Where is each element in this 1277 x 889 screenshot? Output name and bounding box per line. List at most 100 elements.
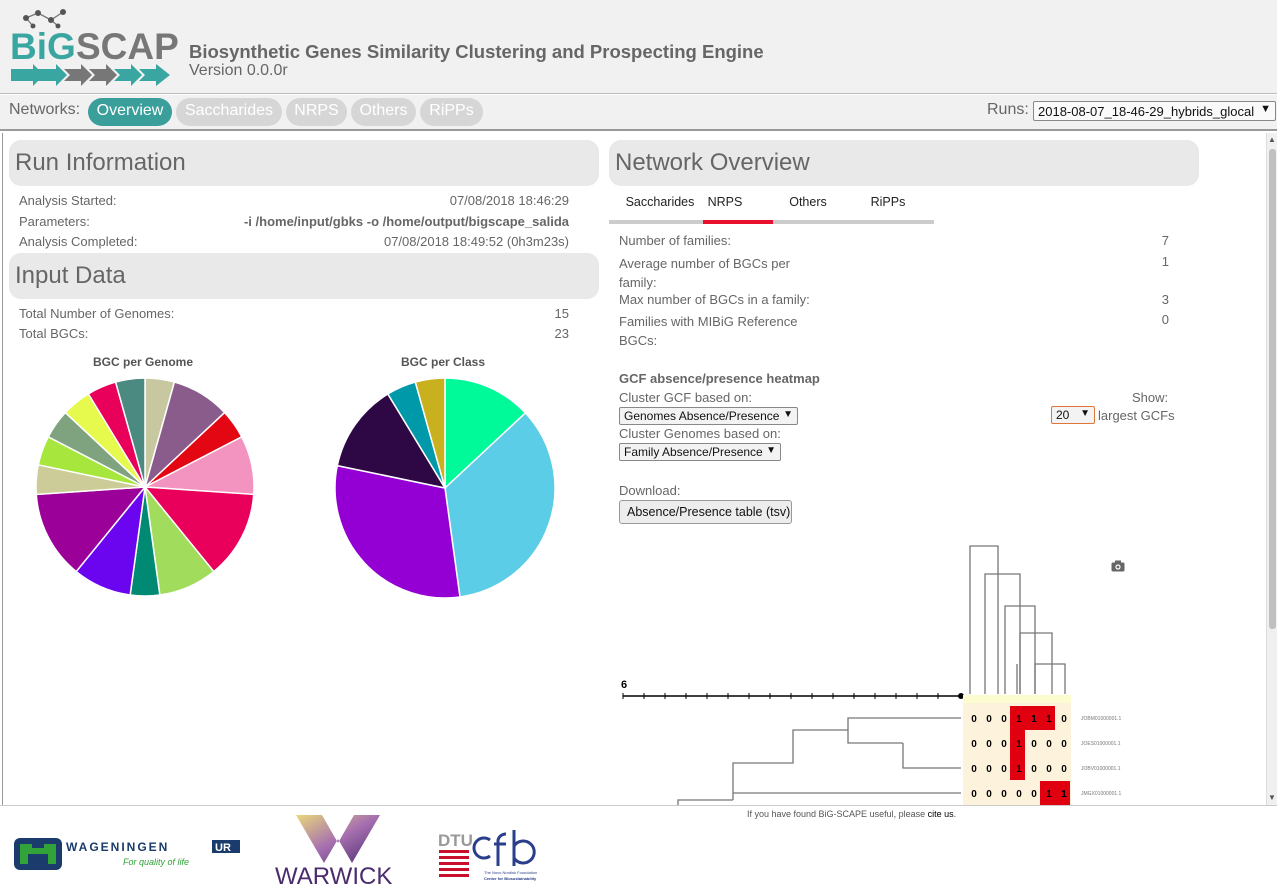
heatmap-row-label: JOBM01000001.1 [1081, 716, 1122, 722]
tab-others[interactable]: Others [789, 195, 827, 209]
chevron-down-icon: ▼ [1260, 103, 1271, 115]
citation-note: If you have found BiG-SCAPE useful, plea… [747, 809, 956, 819]
chevron-down-icon: ▼ [783, 409, 793, 420]
run-info-value: -i /home/input/gbks -o /home/output/bigs… [243, 214, 569, 229]
wur-suffix: UR [215, 842, 231, 854]
chevron-down-icon: ▼ [766, 445, 776, 456]
networks-label: Networks: [9, 101, 81, 118]
input-data-value: 23 [554, 326, 569, 341]
stat-label: Average number of BGCs per family: [619, 256, 791, 290]
scroll-down-icon[interactable]: ▼ [1268, 793, 1276, 802]
heatmap-cell: 0 [971, 739, 977, 750]
run-info-label: Analysis Completed: [19, 234, 138, 249]
pie-genome-slice[interactable] [143, 486, 255, 573]
heatmap-cell: 0 [1061, 714, 1067, 725]
gcf-dendrogram [969, 545, 1066, 694]
heatmap-cell: 0 [971, 714, 977, 725]
heatmap-row-label: JMGX01000001.1 [1081, 791, 1122, 797]
input-data-label: Total BGCs: [19, 326, 89, 341]
scroll-up-icon[interactable]: ▲ [1268, 135, 1276, 144]
cluster-gcf-select[interactable]: Genomes Absence/Presence ▼ [619, 407, 798, 425]
scroll-thumb[interactable] [1269, 149, 1276, 629]
pie-class-slice[interactable] [444, 411, 556, 598]
heatmap-row-label: JOBV01000001.1 [1081, 766, 1121, 772]
input-data-value: 15 [554, 306, 569, 321]
chevron-down-icon: ▼ [1080, 408, 1090, 419]
wageningen-ur-logo: WAGENINGEN UR For quality of life [14, 838, 240, 870]
dtu-cfb-logo: DTU The Novo Nordisk Foundation Center f… [438, 830, 537, 881]
input-data-heading: Input Data [9, 253, 599, 299]
tab-ripps[interactable]: RiPPs [870, 195, 906, 209]
scrollbar[interactable]: ▲ ▼ [1266, 133, 1277, 805]
tab-saccharides[interactable]: Saccharides [625, 195, 695, 209]
tab-others[interactable]: Others [351, 98, 416, 126]
camera-icon[interactable] [1111, 560, 1125, 572]
heatmap-cell: 0 [986, 714, 992, 725]
cite-us-link[interactable]: cite us [927, 809, 954, 819]
bigscape-logo: BiG SCAPE [10, 9, 178, 86]
tab-saccharides[interactable]: Saccharides [176, 98, 282, 126]
heatmap-cell: 1 [1046, 789, 1052, 800]
run-info-value: 07/08/2018 18:49:52 (0h3m23s) [383, 234, 569, 249]
heatmap-cell: 0 [1061, 764, 1067, 775]
heatmap-cell: 0 [986, 789, 992, 800]
heatmap-cell: 0 [971, 764, 977, 775]
heatmap-cell: 0 [1031, 739, 1037, 750]
cluster-gcf-value: Genomes Absence/Presence [624, 409, 780, 423]
scale-ticks [622, 693, 939, 699]
app-title: Biosynthetic Genes Similarity Clustering… [189, 41, 764, 62]
gcf-heatmap: 6 0 0 0 1 1 1 0 0 0 0 1 0 0 [621, 545, 1122, 805]
cluster-genomes-label: Cluster Genomes based on: [619, 426, 781, 441]
cluster-genomes-select[interactable]: Family Absence/Presence ▼ [619, 443, 781, 461]
download-tsv-button[interactable]: Absence/Presence table (tsv) [619, 500, 792, 524]
network-overview-heading: Network Overview [609, 140, 1199, 186]
show-count-select[interactable]: 20 ▼ [1051, 406, 1095, 424]
show-label: Show: [1132, 390, 1169, 405]
dtu-wordmark: DTU [438, 831, 473, 850]
warwick-wordmark: WARWICK [275, 863, 392, 887]
stat-label: Families with MIBiG Reference BGCs: [619, 314, 798, 348]
main-content: Run Information Analysis Started: 07/08/… [2, 133, 1266, 805]
tab-ripps[interactable]: RiPPs [420, 98, 483, 126]
app-header: BiG SCAPE Biosynthetic Genes Similarity … [0, 0, 1277, 94]
pie-class-slice[interactable] [414, 377, 446, 489]
wur-tagline: For quality of life [123, 857, 189, 867]
runs-select[interactable]: 2018-08-07_18-46-29_hybrids_glocal ▼ [1033, 101, 1276, 121]
run-info-heading: Run Information [9, 140, 599, 186]
genome-dendrogram [677, 717, 961, 805]
tab-overview[interactable]: Overview [88, 98, 172, 126]
heatmap-cell: 0 [1001, 789, 1007, 800]
pie-class-slice[interactable] [336, 392, 447, 490]
stat-label: Max number of BGCs in a family: [619, 292, 810, 307]
heatmap-cell: 1 [1016, 714, 1022, 725]
heatmap-cell: 0 [1046, 739, 1052, 750]
pie-class-slice[interactable] [334, 464, 461, 599]
app-version: Version 0.0.0r [189, 62, 288, 79]
svg-text:BiG: BiG [10, 26, 76, 67]
pie-class-slice[interactable] [444, 377, 527, 490]
pie-genome-slice[interactable] [35, 486, 147, 573]
stat-value: 1 [1161, 254, 1169, 269]
stat-value: 7 [1161, 233, 1169, 248]
pie-genome-slice[interactable] [114, 377, 146, 488]
heatmap-cell: 1 [1016, 764, 1022, 775]
runs-select-value: 2018-08-07_18-46-29_hybrids_glocal [1038, 104, 1255, 119]
stat-value: 3 [1161, 292, 1169, 307]
heatmap-cell: 1 [1061, 789, 1067, 800]
runs-label: Runs: [987, 101, 1029, 118]
warwick-logo: WARWICK [275, 815, 392, 887]
heatmap-cell: 0 [1031, 789, 1037, 800]
heatmap-cell: 1 [1016, 739, 1022, 750]
input-data-label: Total Number of Genomes: [19, 306, 175, 321]
download-label: Download: [619, 483, 681, 498]
citation-prefix: If you have found BiG-SCAPE useful, plea… [747, 809, 926, 819]
networks-nav: Networks: Overview Saccharides NRPS Othe… [0, 95, 1277, 131]
tab-nrps[interactable]: NRPS [707, 195, 743, 209]
tab-active-indicator [703, 220, 773, 224]
heatmap-presence-cells [1010, 706, 1070, 805]
cluster-gcf-label: Cluster GCF based on: [619, 390, 752, 405]
cfb-line1: The Novo Nordisk Foundation [484, 870, 537, 875]
svg-text:SCAPE: SCAPE [76, 26, 178, 67]
tab-nrps[interactable]: NRPS [286, 98, 347, 126]
stat-value: 0 [1161, 312, 1169, 327]
